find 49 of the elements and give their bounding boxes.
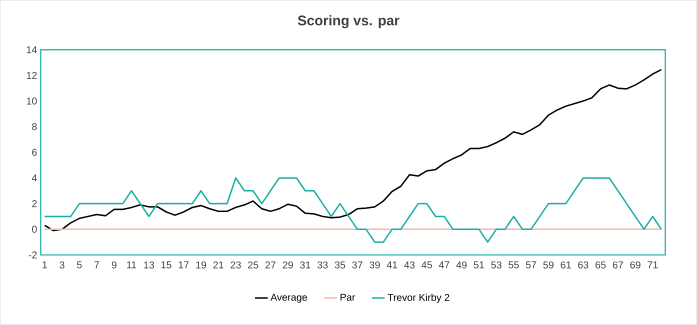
legend-label: Average	[270, 294, 308, 303]
x-tick-label: 55	[508, 262, 519, 269]
x-tick-label: 59	[543, 262, 554, 269]
y-tick-label: 8	[32, 123, 37, 130]
y-tick-label: -2	[28, 252, 37, 259]
x-tick-label: 67	[612, 262, 623, 269]
y-tick-label: 4	[32, 174, 37, 182]
legend-label: Par	[340, 294, 356, 301]
legend-label: Trevor Kirby 2	[388, 294, 450, 304]
y-tick-label: 14	[26, 46, 37, 54]
x-tick-label: 47	[438, 262, 450, 268]
x-tick-label: 11	[127, 262, 136, 268]
y-tick-label: 10	[26, 98, 37, 105]
x-tick-label: 35	[334, 262, 346, 269]
x-tick-label: 9	[112, 262, 116, 269]
chart-title: Scoring vs. par	[298, 15, 400, 28]
x-tick-label: 21	[213, 262, 224, 269]
x-tick-label: 23	[230, 262, 241, 269]
x-tick-label: 65	[596, 262, 606, 269]
x-tick-label: 1	[42, 262, 47, 268]
x-tick-label: 15	[161, 262, 172, 269]
x-tick-label: 69	[630, 262, 640, 269]
x-tick-label: 3	[60, 262, 64, 269]
x-tick-label: 61	[560, 262, 571, 269]
x-tick-label: 43	[404, 262, 415, 269]
y-tick-label: 12	[26, 72, 37, 80]
x-tick-label: 53	[491, 262, 502, 269]
x-tick-label: 31	[300, 262, 310, 269]
x-tick-label: 39	[370, 262, 380, 269]
x-tick-label: 45	[422, 262, 432, 269]
x-tick-label: 29	[282, 262, 293, 269]
x-tick-label: 25	[248, 262, 258, 269]
x-tick-label: 17	[178, 262, 189, 268]
x-tick-label: 7	[94, 262, 100, 268]
x-tick-label: 51	[474, 262, 484, 269]
y-tick-label: 2	[32, 200, 37, 208]
x-tick-label: 33	[317, 262, 328, 269]
x-tick-label: 37	[352, 262, 362, 269]
x-tick-label: 13	[144, 262, 154, 269]
x-tick-label: 19	[196, 262, 206, 269]
x-tick-label: 27	[265, 262, 276, 269]
x-tick-label: 71	[648, 262, 658, 268]
x-tick-label: 57	[526, 262, 536, 269]
y-tick-label: 6	[32, 148, 37, 156]
x-tick-label: 5	[77, 262, 82, 269]
x-tick-label: 41	[386, 262, 398, 268]
y-tick-label: 0	[32, 226, 37, 233]
x-tick-label: 63	[578, 262, 588, 269]
x-tick-label: 49	[456, 262, 467, 269]
